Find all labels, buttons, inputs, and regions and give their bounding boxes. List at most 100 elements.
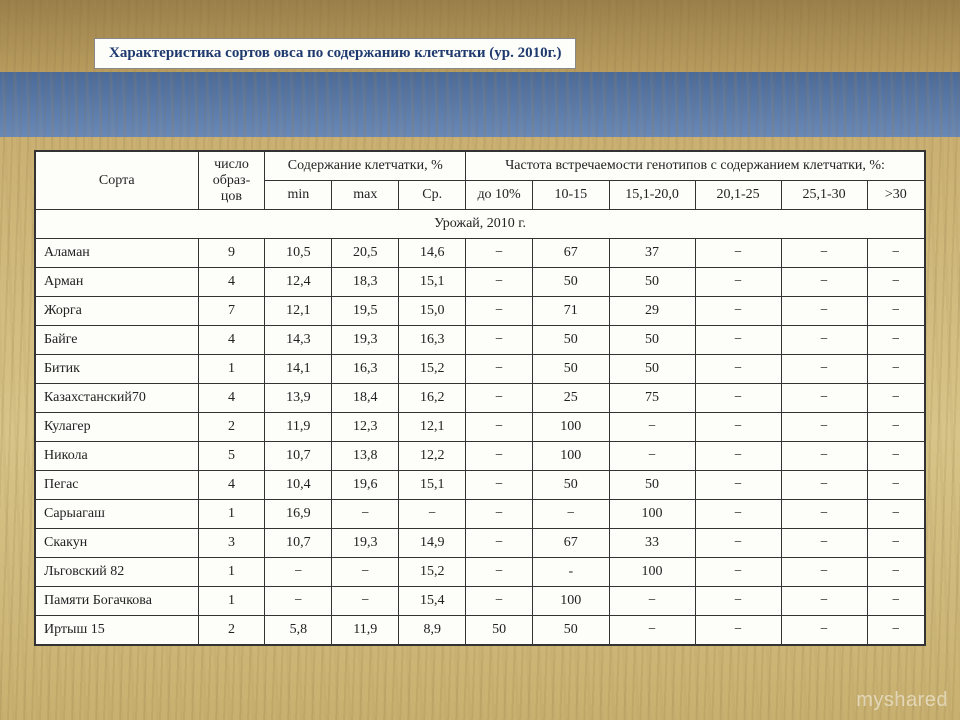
cell-min: 14,3 [265, 326, 332, 355]
cell-name: Скакун [36, 529, 199, 558]
cell-name: Иртыш 15 [36, 616, 199, 645]
cell-f4: − [695, 500, 781, 529]
th-min: min [265, 181, 332, 210]
cell-min: 10,7 [265, 442, 332, 471]
data-table-container: Сорта число образ-цов Содержание клетчат… [34, 150, 926, 646]
cell-f3: 75 [609, 384, 695, 413]
cell-avg: 8,9 [399, 616, 466, 645]
cell-f5: − [781, 471, 867, 500]
cell-n: 4 [198, 326, 265, 355]
cell-f6: − [867, 616, 924, 645]
cell-max: 19,6 [332, 471, 399, 500]
cell-f4: − [695, 268, 781, 297]
cell-f4: − [695, 442, 781, 471]
cell-f2: 25 [533, 384, 609, 413]
th-15-20: 15,1-20,0 [609, 181, 695, 210]
page-title: Характеристика сортов овса по содержанию… [94, 38, 576, 69]
table-row: Казахстанский70413,918,416,2−2575−−− [36, 384, 925, 413]
cell-max: 18,4 [332, 384, 399, 413]
cell-max: 12,3 [332, 413, 399, 442]
cell-f1: − [466, 297, 533, 326]
cell-max: 18,3 [332, 268, 399, 297]
cell-f1: − [466, 500, 533, 529]
cell-avg: 14,9 [399, 529, 466, 558]
cell-max: 11,9 [332, 616, 399, 645]
cell-f2: 67 [533, 529, 609, 558]
cell-max: 20,5 [332, 239, 399, 268]
cell-f6: − [867, 558, 924, 587]
cell-f5: − [781, 616, 867, 645]
cell-n: 2 [198, 616, 265, 645]
cell-f2: 50 [533, 355, 609, 384]
table-row: Байге414,319,316,3−5050−−− [36, 326, 925, 355]
cell-max: − [332, 587, 399, 616]
cell-f1: − [466, 558, 533, 587]
cell-f2: 50 [533, 616, 609, 645]
table-row: Кулагер211,912,312,1−100−−−− [36, 413, 925, 442]
table-row: Арман412,418,315,1−5050−−− [36, 268, 925, 297]
th-max: max [332, 181, 399, 210]
cell-f2: - [533, 558, 609, 587]
cell-f3: − [609, 413, 695, 442]
cell-f1: − [466, 239, 533, 268]
cell-f3: 50 [609, 471, 695, 500]
cell-f1: − [466, 413, 533, 442]
cell-avg: 15,1 [399, 268, 466, 297]
cell-name: Льговский 82 [36, 558, 199, 587]
cell-f5: − [781, 268, 867, 297]
cell-f1: − [466, 268, 533, 297]
cell-f1: − [466, 355, 533, 384]
cell-min: − [265, 587, 332, 616]
cell-f6: − [867, 297, 924, 326]
cell-f2: 100 [533, 413, 609, 442]
cell-avg: 15,1 [399, 471, 466, 500]
cell-f4: − [695, 471, 781, 500]
th-fiber: Содержание клетчатки, % [265, 152, 466, 181]
cell-max: 19,3 [332, 529, 399, 558]
cell-f6: − [867, 471, 924, 500]
cell-f6: − [867, 268, 924, 297]
cell-f3: 37 [609, 239, 695, 268]
cell-max: − [332, 558, 399, 587]
cell-f5: − [781, 442, 867, 471]
cell-n: 1 [198, 500, 265, 529]
cell-min: 14,1 [265, 355, 332, 384]
cell-f5: − [781, 587, 867, 616]
table-body: Урожай, 2010 г. Аламан910,520,514,6−6737… [36, 210, 925, 645]
table-row: Пегас410,419,615,1−5050−−− [36, 471, 925, 500]
cell-f4: − [695, 529, 781, 558]
cell-f3: 33 [609, 529, 695, 558]
th-10-15: 10-15 [533, 181, 609, 210]
cell-f4: − [695, 355, 781, 384]
cell-f5: − [781, 239, 867, 268]
cell-n: 5 [198, 442, 265, 471]
table-row: Аламан910,520,514,6−6737−−− [36, 239, 925, 268]
cell-f5: − [781, 529, 867, 558]
cell-f2: 67 [533, 239, 609, 268]
cell-min: 10,4 [265, 471, 332, 500]
cell-f3: 50 [609, 326, 695, 355]
watermark: myshared [856, 689, 948, 712]
cell-avg: 14,6 [399, 239, 466, 268]
table-row: Памяти Богачкова1−−15,4−100−−−− [36, 587, 925, 616]
cell-avg: 12,1 [399, 413, 466, 442]
cell-f2: − [533, 500, 609, 529]
cell-max: 19,3 [332, 326, 399, 355]
cell-f3: − [609, 587, 695, 616]
cell-f1: − [466, 442, 533, 471]
cell-avg: 15,2 [399, 355, 466, 384]
cell-f4: − [695, 587, 781, 616]
cell-max: − [332, 500, 399, 529]
cell-name: Арман [36, 268, 199, 297]
cell-f3: 50 [609, 355, 695, 384]
cell-min: 10,5 [265, 239, 332, 268]
cell-min: − [265, 558, 332, 587]
cell-f2: 100 [533, 442, 609, 471]
cell-f6: − [867, 239, 924, 268]
cell-f4: − [695, 297, 781, 326]
table-row: Льговский 821−−15,2−-100−−− [36, 558, 925, 587]
cell-f5: − [781, 558, 867, 587]
cell-f6: − [867, 326, 924, 355]
table-row: Битик114,116,315,2−5050−−− [36, 355, 925, 384]
cell-f1: − [466, 529, 533, 558]
